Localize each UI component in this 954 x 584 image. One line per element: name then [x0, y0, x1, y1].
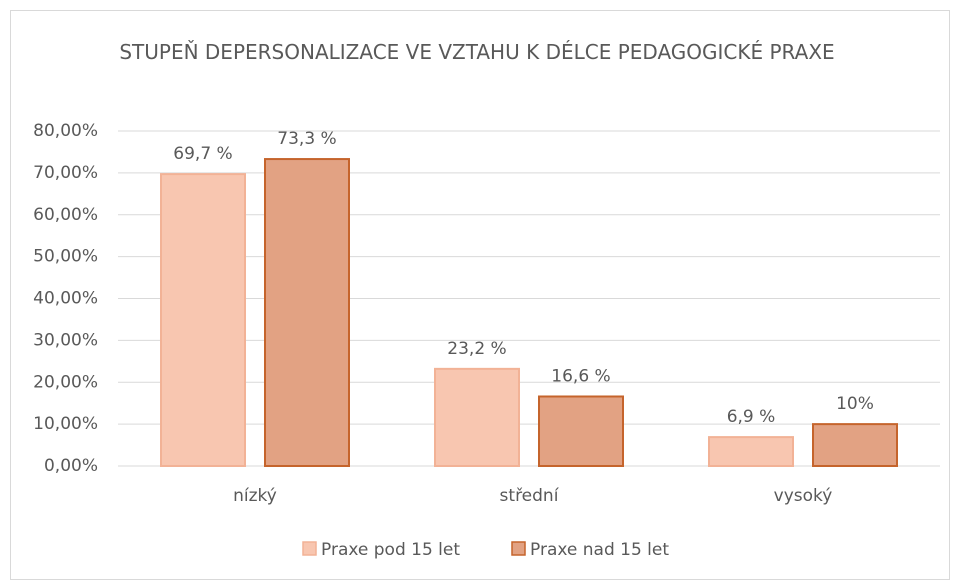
bar: [812, 423, 898, 467]
bar: [434, 367, 520, 468]
y-tick-label: 0,00%: [44, 456, 98, 476]
data-label: 16,6 %: [551, 366, 610, 386]
bar: [538, 395, 624, 467]
x-tick-label: střední: [500, 486, 560, 506]
y-tick-label: 40,00%: [33, 289, 98, 309]
legend-label: Praxe pod 15 let: [321, 540, 460, 560]
bar: [264, 158, 350, 467]
y-tick-label: 10,00%: [33, 414, 98, 434]
bar: [708, 436, 794, 468]
y-tick-label: 70,00%: [33, 163, 98, 183]
y-tick-label: 60,00%: [33, 205, 98, 225]
legend-label: Praxe nad 15 let: [530, 540, 669, 560]
x-tick-label: nízký: [233, 486, 277, 506]
chart-title: STUPEŇ DEPERSONALIZACE VE VZTAHU K DÉLCE…: [119, 40, 835, 64]
y-tick-label: 50,00%: [33, 247, 98, 267]
data-label: 69,7 %: [173, 144, 232, 164]
x-tick-label: vysoký: [774, 486, 833, 506]
data-label: 23,2 %: [447, 339, 506, 359]
legend-swatch: [302, 541, 317, 556]
data-label: 73,3 %: [277, 129, 336, 149]
data-label: 6,9 %: [727, 407, 776, 427]
legend-swatch: [511, 541, 526, 556]
y-tick-label: 20,00%: [33, 372, 98, 392]
data-label: 10%: [836, 394, 874, 414]
y-tick-label: 80,00%: [33, 121, 98, 141]
bar: [160, 173, 246, 467]
y-tick-label: 30,00%: [33, 330, 98, 350]
